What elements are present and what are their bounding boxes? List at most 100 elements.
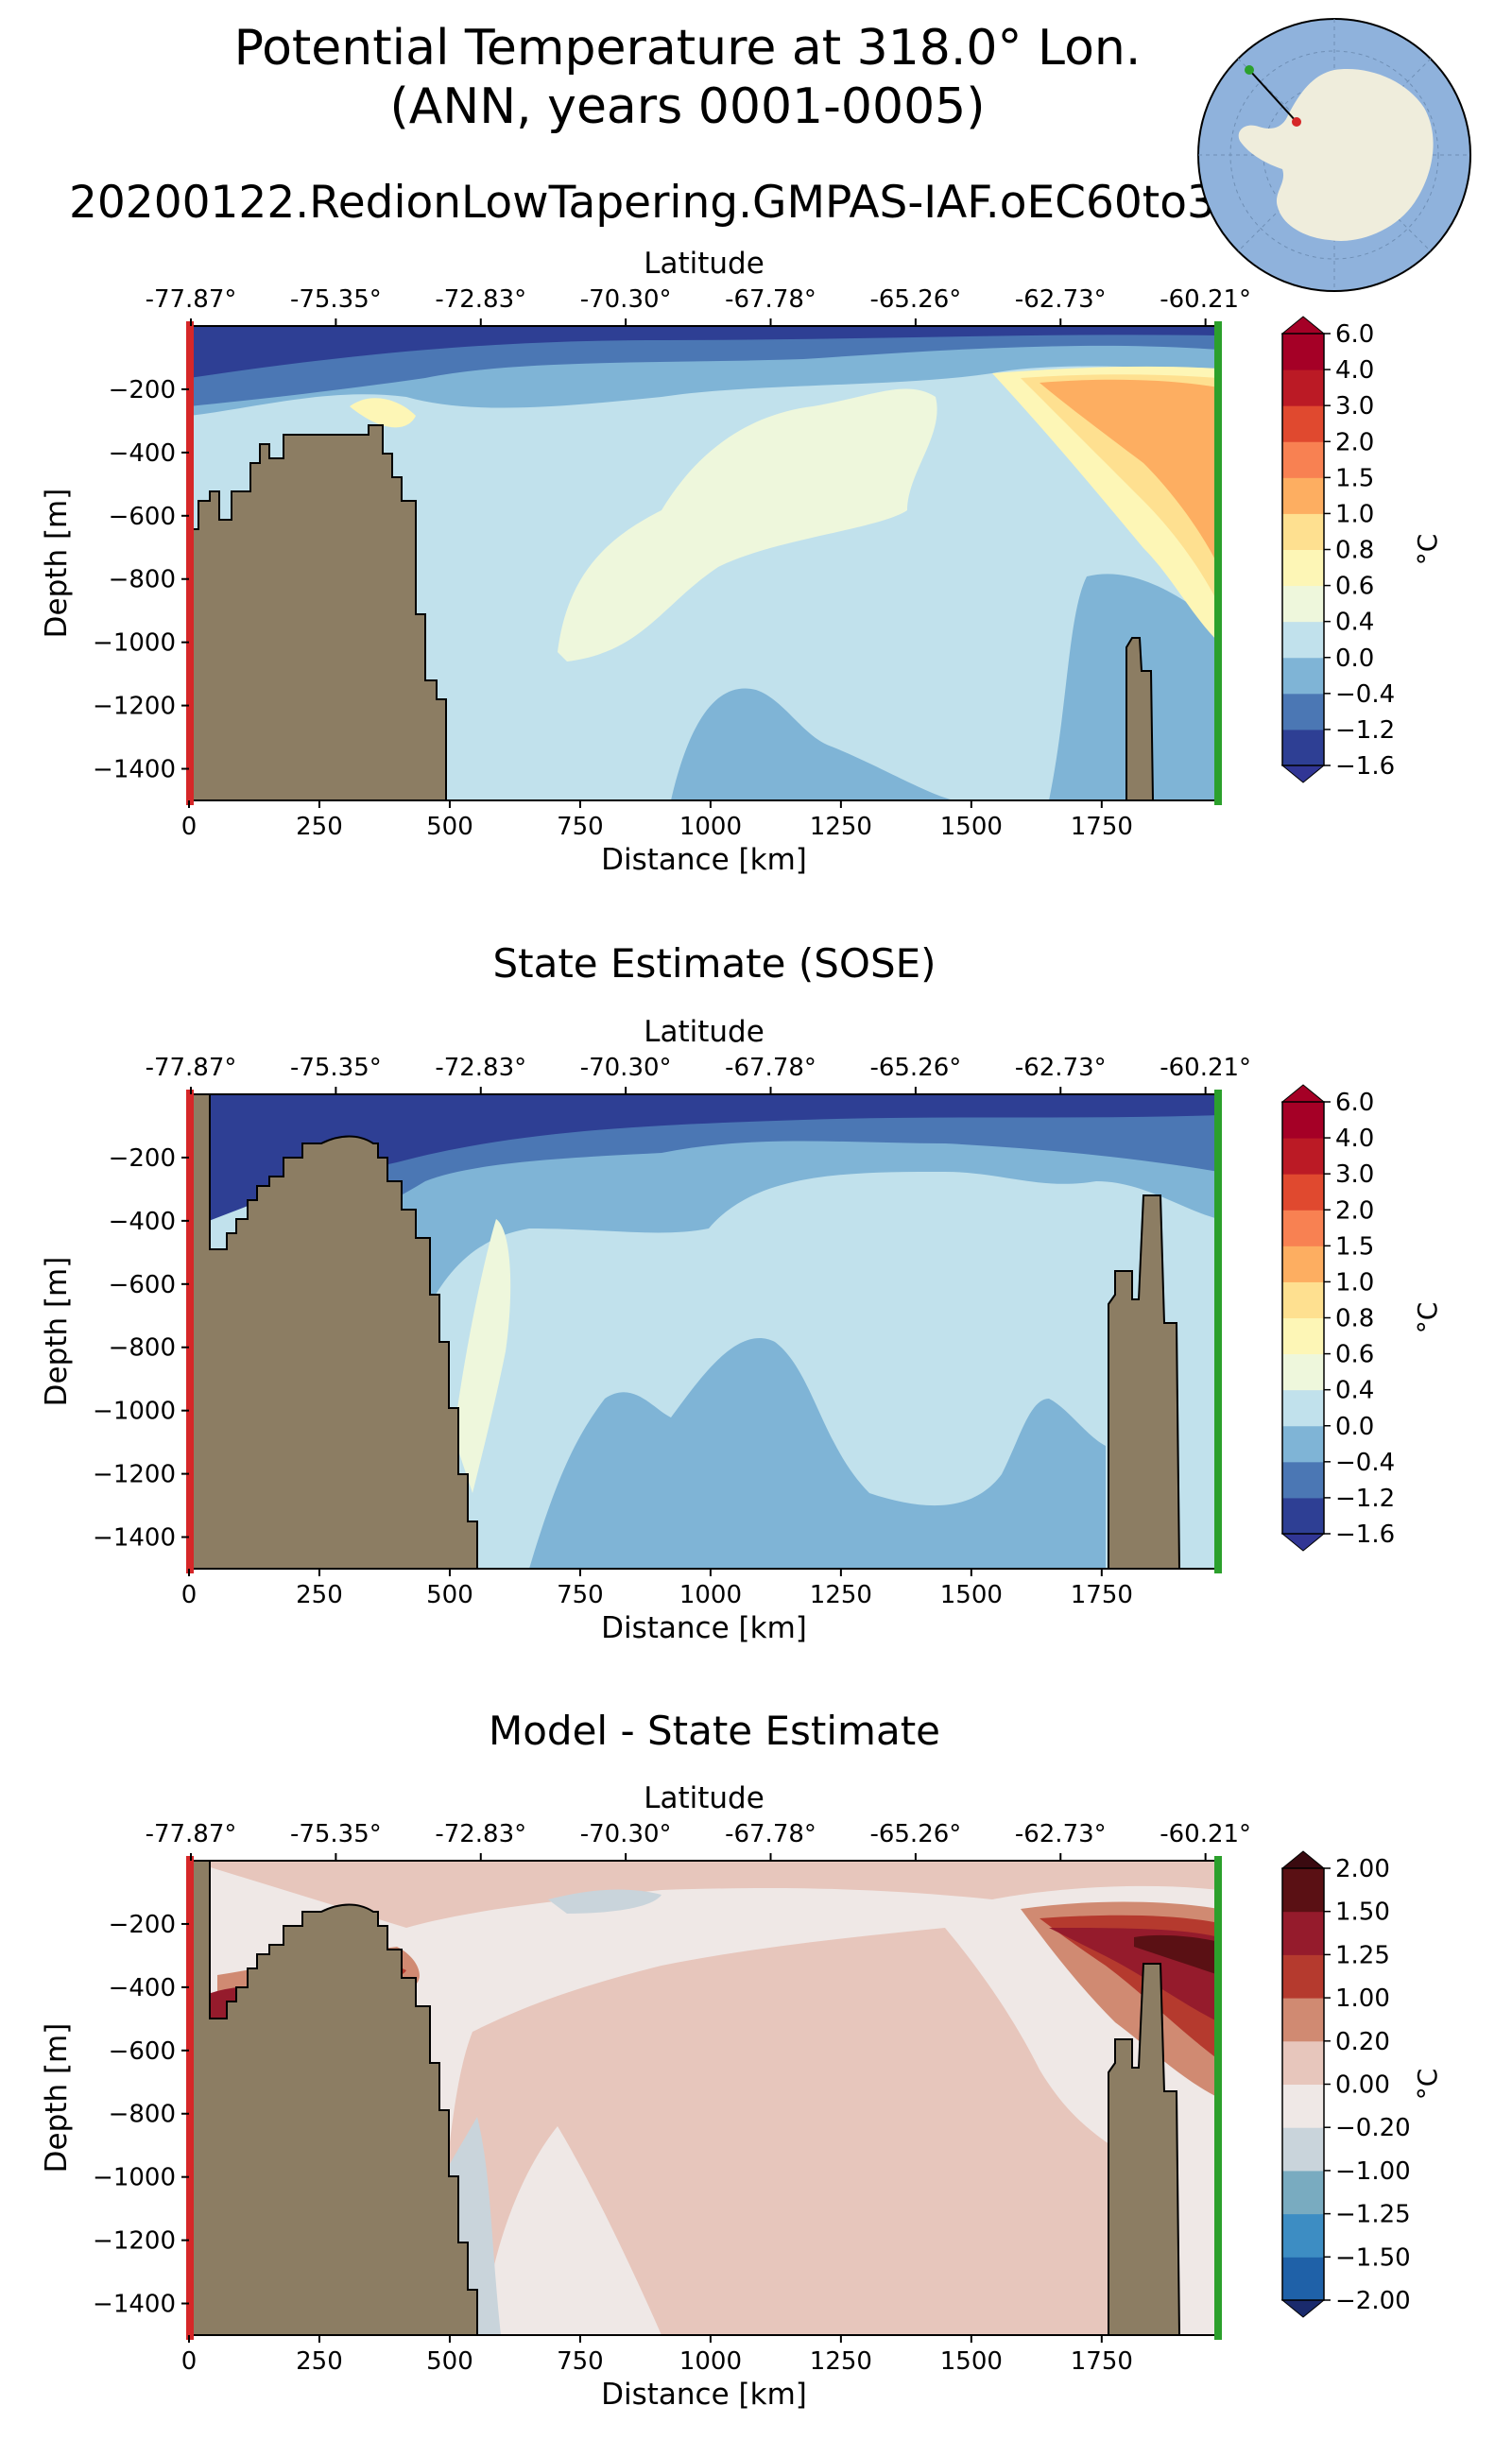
panel2-title: State Estimate (SOSE)	[492, 940, 936, 987]
p1-colorbar-label: 4.0	[1335, 356, 1374, 385]
p1-xtick-label: 1750	[1071, 813, 1133, 841]
p1-colorbar-label: 0.8	[1335, 537, 1374, 565]
p3-xtick-label: 1250	[810, 2347, 872, 2376]
p1-xtick-label: 500	[426, 813, 473, 841]
panel3-title: Model - State Estimate	[489, 1708, 940, 1754]
p1-colorbar-label: 0.6	[1335, 573, 1374, 601]
p3-xtick-label: 1000	[679, 2347, 742, 2376]
p3-colorbar-segment	[1282, 2257, 1324, 2301]
p3-top-axis-label: Latitude	[644, 1781, 765, 1815]
p1-ytick-label: −800	[109, 566, 176, 594]
p2-colorbar-label: 1.5	[1335, 1232, 1374, 1261]
p1-ytick-label: −200	[109, 376, 176, 404]
p1-colorbar-label: −0.4	[1335, 680, 1395, 709]
p3-ytick-label: −800	[109, 2101, 176, 2129]
p1-top-axis-label: Latitude	[644, 247, 765, 281]
p2-land-ridge	[1108, 1194, 1181, 1569]
p2-colorbar-label: 1.0	[1335, 1268, 1374, 1297]
p2-ytick-label: −1000	[93, 1398, 176, 1426]
p2-xlabel: Distance [km]	[601, 1611, 807, 1645]
p3-end-line	[1214, 1856, 1222, 2340]
p3-start-line	[186, 1856, 194, 2340]
p1-toptick-label: -77.87°	[146, 285, 237, 314]
p3-pink-broad	[435, 1928, 1134, 2335]
p2-toptick-label: -75.35°	[290, 1054, 382, 1082]
p2-colorbar-segment	[1282, 1353, 1324, 1391]
p1-colorbar-segment	[1282, 334, 1324, 370]
p2-colorbar-label: −0.4	[1335, 1449, 1395, 1477]
p3-xlabel: Distance [km]	[601, 2378, 807, 2412]
p2-toptick-label: -62.73°	[1015, 1054, 1107, 1082]
p3-colorbar-segment	[1282, 1868, 1324, 1913]
p2-toptick-label: -77.87°	[146, 1054, 237, 1082]
p1-colorbar-segment	[1282, 405, 1324, 442]
p2-colorbar-segment	[1282, 1210, 1324, 1246]
p1-colorbar-label: 1.5	[1335, 464, 1374, 492]
p1-colorbar-label: 1.0	[1335, 500, 1374, 528]
p1-colorbar-label: 3.0	[1335, 392, 1374, 421]
p2-colorbar-label: 0.6	[1335, 1341, 1374, 1369]
p1-xtick-label: 750	[557, 813, 604, 841]
p3-ytick-label: −200	[109, 1911, 176, 1939]
p3-colorbar-label: −2.00	[1335, 2287, 1411, 2315]
p1-colorbar-segment	[1282, 441, 1324, 478]
p2-ytick-label: −1200	[93, 1461, 176, 1489]
p3-ytick-label: −1400	[93, 2291, 176, 2319]
p2-colorbar-min	[1280, 1533, 1326, 1552]
p1-toptick-label: -72.83°	[435, 285, 526, 314]
p3-ylabel: Depth [m]	[40, 2023, 74, 2174]
p1-colorbar-segment	[1282, 549, 1324, 587]
p2-colorbar-label: 6.0	[1335, 1089, 1374, 1117]
p2-xtick-label: 0	[181, 1581, 198, 1609]
p1-toptick-label: -70.30°	[580, 285, 672, 314]
p3-xtick-label: 500	[426, 2347, 473, 2376]
p1-colorbar-label: −1.6	[1335, 752, 1395, 781]
p3-colorbar-label: 1.25	[1335, 1941, 1390, 1969]
p2-colorbar-segment	[1282, 1246, 1324, 1282]
p1-colorbar-segment	[1282, 369, 1324, 406]
p1-colorbar-segment	[1282, 729, 1324, 766]
p2-deep-cold	[529, 1338, 1106, 1569]
figure-title-line1: Potential Temperature at 318.0° Lon.	[233, 20, 1142, 77]
p3-colorbar-segment	[1282, 1911, 1324, 1955]
p3-ytick-label: −1200	[93, 2227, 176, 2256]
p3-colorbar-segment	[1282, 2213, 1324, 2258]
p2-colorbar-label: −1.2	[1335, 1485, 1395, 1513]
p3-colorbar-segment	[1282, 2084, 1324, 2128]
p2-land-shelf	[189, 1094, 478, 1569]
p1-colorbar-unit: °C	[1412, 534, 1443, 566]
p2-xtick-label: 1500	[940, 1581, 1003, 1609]
p1-colorbar-segment	[1282, 693, 1324, 730]
antarctica-landmass	[1238, 69, 1434, 241]
p2-start-line	[186, 1090, 194, 1573]
p3-colorbar-segment	[1282, 2127, 1324, 2172]
p1-xtick-label: 1000	[679, 813, 742, 841]
p1-colorbar-label: −1.2	[1335, 716, 1395, 745]
p1-mid-warm	[558, 388, 937, 662]
p1-xlabel: Distance [km]	[601, 843, 807, 877]
p1-ytick-label: −1400	[93, 756, 176, 784]
p3-ytick-label: −600	[109, 2037, 176, 2066]
p1-ytick-label: −1000	[93, 629, 176, 658]
p2-ylabel: Depth [m]	[40, 1257, 74, 1407]
p2-colorbar-label: 0.0	[1335, 1413, 1374, 1441]
p1-toptick-label: -62.73°	[1015, 285, 1107, 314]
p3-colorbar-segment	[1282, 2170, 1324, 2215]
p1-end-line	[1214, 321, 1222, 805]
p2-xtick-label: 1000	[679, 1581, 742, 1609]
p2-colorbar-unit: °C	[1412, 1302, 1443, 1334]
p3-colorbar-unit: °C	[1412, 2069, 1443, 2101]
p1-deep-cold	[671, 688, 954, 800]
p3-toptick-label: -67.78°	[725, 1820, 816, 1848]
p3-colorbar-min	[1280, 2299, 1326, 2318]
p2-ytick-label: −400	[109, 1208, 176, 1236]
p2-colorbar-label: 0.4	[1335, 1377, 1374, 1405]
p1-colorbar-segment	[1282, 513, 1324, 550]
p3-land-shelf	[189, 1861, 478, 2335]
p3-colorbar-label: 2.00	[1335, 1855, 1390, 1883]
p3-toptick-label: -72.83°	[435, 1820, 526, 1848]
p1-land-ridge	[1125, 637, 1155, 800]
p3-surface-pink	[189, 1861, 1219, 1928]
p2-warm-sliver	[454, 1219, 511, 1493]
p2-top-axis-label: Latitude	[644, 1015, 765, 1049]
